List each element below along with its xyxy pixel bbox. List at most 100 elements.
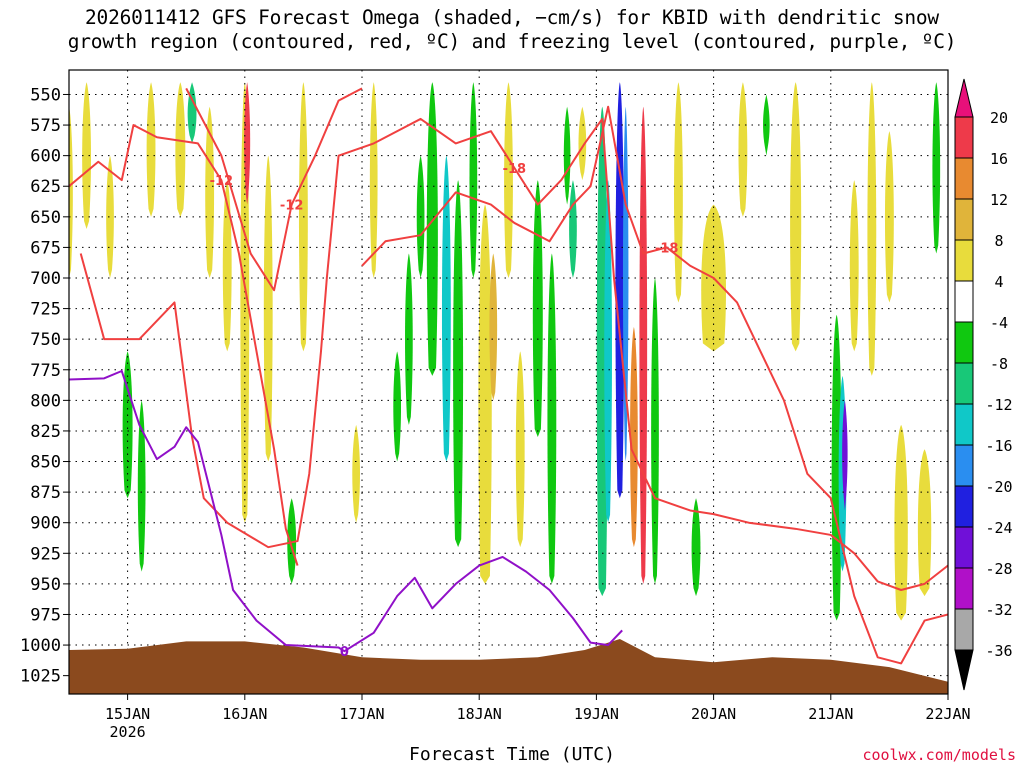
x-tick-label-0: 15JAN <box>105 705 150 723</box>
colorbar-bin-0 <box>954 116 974 159</box>
y-tick-label-725: 725 <box>30 300 61 320</box>
omega-shade-16 <box>369 82 378 278</box>
omega-shade-46 <box>831 314 842 621</box>
omega-shade-5 <box>146 82 156 217</box>
colorbar-tick-label-8: -16 <box>985 437 1012 455</box>
dgz-contour-2 <box>79 117 948 591</box>
dgz-contour-0 <box>69 124 299 566</box>
y-tick-label-800: 800 <box>30 391 61 411</box>
y-tick-label-700: 700 <box>30 269 61 289</box>
colorbar-tick-label-7: -12 <box>985 396 1012 414</box>
omega-shade-0 <box>69 106 73 278</box>
freezing-level-contour <box>69 369 623 653</box>
omega-shade-23 <box>469 82 478 278</box>
y-tick-label-950: 950 <box>30 575 61 595</box>
chart-title-line-1: 2026011412 GFS Forecast Omega (shaded, −… <box>85 6 939 29</box>
y-tick-label-975: 975 <box>30 605 61 625</box>
colorbar-bottom-arrow <box>954 649 974 691</box>
colorbar-tick-label-0: 20 <box>990 109 1008 127</box>
x-axis-title: Forecast Time (UTC) <box>409 744 615 765</box>
omega-shade-45 <box>790 82 802 352</box>
dgz-contour-2-label: -18 <box>503 162 527 177</box>
y-tick-label-600: 600 <box>30 147 61 167</box>
colorbar-tick-label-4: 4 <box>994 273 1003 291</box>
terrain-fill <box>69 638 948 694</box>
colorbar-tick-label-5: -4 <box>990 314 1008 332</box>
y-tick-label-925: 925 <box>30 544 61 564</box>
colorbar-tick-label-12: -32 <box>985 601 1012 619</box>
dgz-contour-1-label: -12 <box>280 199 304 214</box>
y-tick-label-675: 675 <box>30 238 61 258</box>
y-tick-label-650: 650 <box>30 208 61 228</box>
colorbar-bin-10 <box>954 526 974 569</box>
omega-shade-26 <box>504 82 513 278</box>
plot-frame <box>68 69 949 695</box>
y-tick-label-775: 775 <box>30 361 61 381</box>
omega-shade-18 <box>405 253 413 425</box>
x-tick-sublabel-0: 2026 <box>110 723 146 741</box>
colorbar-tick-label-13: -36 <box>985 642 1012 660</box>
omega-shade-3 <box>122 351 133 499</box>
colorbar-tick-label-9: -20 <box>985 478 1012 496</box>
omega-shade-4 <box>137 400 146 572</box>
x-tick-label-7: 22JAN <box>925 705 970 723</box>
colorbar-tick-label-10: -24 <box>985 519 1012 537</box>
omega-shade-11 <box>244 82 251 205</box>
y-tick-label-625: 625 <box>30 177 61 197</box>
x-tick-label-6: 21JAN <box>808 705 853 723</box>
omega-shade-1 <box>82 82 92 230</box>
omega-shade-34 <box>604 180 612 523</box>
colorbar-bin-12 <box>954 608 974 651</box>
y-tick-label-850: 850 <box>30 453 61 473</box>
colorbar-tick-label-6: -8 <box>990 355 1008 373</box>
colorbar-bin-1 <box>954 157 974 200</box>
chart-title: 2026011412 GFS Forecast Omega (shaded, −… <box>0 6 1024 54</box>
omega-shade-25 <box>489 253 498 401</box>
y-tick-label-900: 900 <box>30 514 61 534</box>
colorbar-bin-11 <box>954 567 974 610</box>
omega-shade-33 <box>596 106 608 597</box>
omega-shade-8 <box>205 106 215 279</box>
omega-shade-43 <box>738 82 748 217</box>
omega-shade-12 <box>263 155 273 462</box>
colorbar-tick-label-3: 8 <box>994 232 1003 250</box>
y-tick-label-575: 575 <box>30 116 61 136</box>
omega-shade-44 <box>763 94 770 156</box>
credit-link[interactable]: coolwx.com/models <box>862 746 1016 764</box>
omega-shade-13 <box>287 498 297 584</box>
omega-shade-17 <box>393 351 402 462</box>
dgz-contour-3-label: -18 <box>655 241 679 256</box>
omega-shade-6 <box>175 82 186 217</box>
omega-shade-30 <box>563 106 571 205</box>
x-tick-label-1: 16JAN <box>222 705 267 723</box>
x-tick-label-3: 18JAN <box>457 705 502 723</box>
omega-shade-38 <box>639 106 648 584</box>
dgz-contour-3 <box>361 105 948 665</box>
colorbar-bin-8 <box>954 444 974 487</box>
omega-shade-32 <box>578 106 587 181</box>
x-tick-label-5: 20JAN <box>691 705 736 723</box>
omega-shade-48 <box>842 400 848 511</box>
colorbar-tick-label-1: 16 <box>990 150 1008 168</box>
x-tick-label-2: 17JAN <box>339 705 384 723</box>
chart-title-line-2: growth region (contoured, red, ºC) and f… <box>67 30 957 53</box>
colorbar-top-arrow <box>954 78 974 118</box>
y-tick-label-1000: 1000 <box>20 636 61 656</box>
omega-shade-20 <box>426 82 438 376</box>
y-tick-label-875: 875 <box>30 483 61 503</box>
freezing-level-contour-label: 0 <box>340 645 349 660</box>
y-tick-label-1025: 1025 <box>20 667 61 687</box>
colorbar-bin-6 <box>954 362 974 405</box>
omega-shade-15 <box>352 424 361 523</box>
y-tick-label-750: 750 <box>30 330 61 350</box>
colorbar-bin-9 <box>954 485 974 528</box>
omega-shade-7 <box>187 82 197 144</box>
y-tick-label-550: 550 <box>30 85 61 105</box>
x-tick-label-4: 19JAN <box>574 705 619 723</box>
y-tick-label-825: 825 <box>30 422 61 442</box>
omega-shade-24 <box>478 204 492 584</box>
colorbar-tick-label-2: 12 <box>990 191 1008 209</box>
omega-shade-22 <box>453 180 464 548</box>
omega-shade-31 <box>569 180 577 278</box>
